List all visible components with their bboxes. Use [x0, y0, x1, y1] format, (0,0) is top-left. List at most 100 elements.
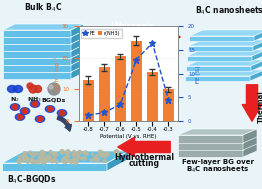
Polygon shape: [3, 31, 83, 37]
Circle shape: [106, 152, 110, 156]
Circle shape: [18, 159, 21, 163]
Circle shape: [104, 153, 108, 156]
Circle shape: [71, 159, 75, 162]
Bar: [131, 41, 141, 121]
FancyArrowPatch shape: [118, 137, 170, 157]
Ellipse shape: [10, 104, 20, 110]
Polygon shape: [178, 143, 257, 149]
Circle shape: [17, 160, 21, 164]
Polygon shape: [3, 66, 83, 72]
Circle shape: [95, 158, 98, 161]
Circle shape: [102, 152, 104, 154]
Circle shape: [29, 151, 33, 155]
Polygon shape: [71, 45, 83, 58]
Circle shape: [49, 150, 52, 153]
Ellipse shape: [30, 101, 40, 107]
Circle shape: [26, 158, 29, 161]
Circle shape: [103, 159, 106, 163]
Polygon shape: [185, 70, 262, 76]
Circle shape: [51, 160, 54, 163]
Circle shape: [66, 150, 70, 154]
Circle shape: [52, 153, 56, 156]
Circle shape: [37, 117, 42, 122]
Circle shape: [32, 101, 37, 106]
Polygon shape: [3, 24, 83, 30]
Circle shape: [73, 150, 75, 153]
Circle shape: [41, 156, 43, 158]
Text: N$_2$: N$_2$: [10, 95, 20, 104]
Circle shape: [98, 150, 102, 154]
Circle shape: [26, 160, 29, 163]
Circle shape: [74, 160, 78, 164]
Circle shape: [23, 108, 28, 113]
Circle shape: [95, 155, 98, 158]
Circle shape: [30, 157, 33, 161]
Circle shape: [85, 151, 88, 154]
Polygon shape: [243, 136, 257, 150]
Circle shape: [83, 157, 86, 160]
Polygon shape: [3, 37, 71, 44]
Polygon shape: [178, 136, 257, 142]
Circle shape: [27, 83, 33, 89]
Polygon shape: [178, 142, 243, 150]
Circle shape: [116, 153, 118, 155]
Circle shape: [41, 160, 46, 164]
Circle shape: [22, 154, 25, 157]
Circle shape: [90, 159, 92, 161]
Circle shape: [60, 150, 64, 154]
Circle shape: [48, 83, 60, 95]
Circle shape: [24, 157, 29, 161]
Circle shape: [13, 105, 18, 109]
Polygon shape: [254, 30, 262, 41]
Polygon shape: [178, 135, 243, 143]
Circle shape: [114, 150, 118, 154]
Circle shape: [41, 159, 45, 163]
Polygon shape: [188, 46, 253, 51]
Ellipse shape: [15, 114, 25, 120]
Polygon shape: [3, 59, 83, 65]
Polygon shape: [3, 58, 71, 65]
Circle shape: [29, 85, 37, 93]
Circle shape: [62, 158, 66, 163]
X-axis label: Potential (V vs. RHE): Potential (V vs. RHE): [100, 134, 157, 139]
Polygon shape: [189, 30, 262, 36]
Legend: FE, r(NH3): FE, r(NH3): [81, 29, 122, 38]
Circle shape: [32, 153, 36, 157]
Text: exfoliation: exfoliation: [109, 33, 155, 43]
Polygon shape: [187, 50, 262, 56]
Text: Hydrothermal: Hydrothermal: [114, 153, 174, 162]
Polygon shape: [3, 45, 83, 51]
Polygon shape: [71, 59, 83, 72]
Circle shape: [40, 150, 44, 154]
Ellipse shape: [45, 106, 55, 112]
Circle shape: [98, 159, 100, 161]
Polygon shape: [71, 31, 83, 44]
Text: NH$_3$: NH$_3$: [27, 95, 41, 104]
Circle shape: [94, 158, 96, 160]
Polygon shape: [178, 149, 243, 157]
Polygon shape: [186, 60, 262, 66]
Circle shape: [22, 154, 26, 158]
Polygon shape: [251, 60, 262, 71]
Circle shape: [67, 160, 69, 162]
Y-axis label: FE (%): FE (%): [196, 65, 201, 83]
Text: BGQDs: BGQDs: [42, 97, 66, 102]
Circle shape: [37, 160, 41, 163]
Circle shape: [62, 160, 66, 163]
Polygon shape: [185, 76, 250, 81]
FancyArrowPatch shape: [85, 27, 180, 47]
Circle shape: [38, 156, 42, 160]
Text: B$_4$C nanosheets: B$_4$C nanosheets: [186, 165, 249, 175]
Circle shape: [105, 154, 107, 157]
Polygon shape: [71, 24, 83, 37]
Circle shape: [48, 157, 52, 161]
Circle shape: [72, 153, 76, 157]
Circle shape: [36, 153, 39, 155]
Circle shape: [28, 151, 31, 154]
Circle shape: [84, 151, 88, 155]
Ellipse shape: [8, 85, 17, 92]
Y-axis label: μg h⁻¹ mg⁻¹: μg h⁻¹ mg⁻¹: [54, 57, 61, 90]
Polygon shape: [250, 70, 262, 81]
Polygon shape: [253, 40, 262, 51]
Circle shape: [78, 156, 80, 158]
